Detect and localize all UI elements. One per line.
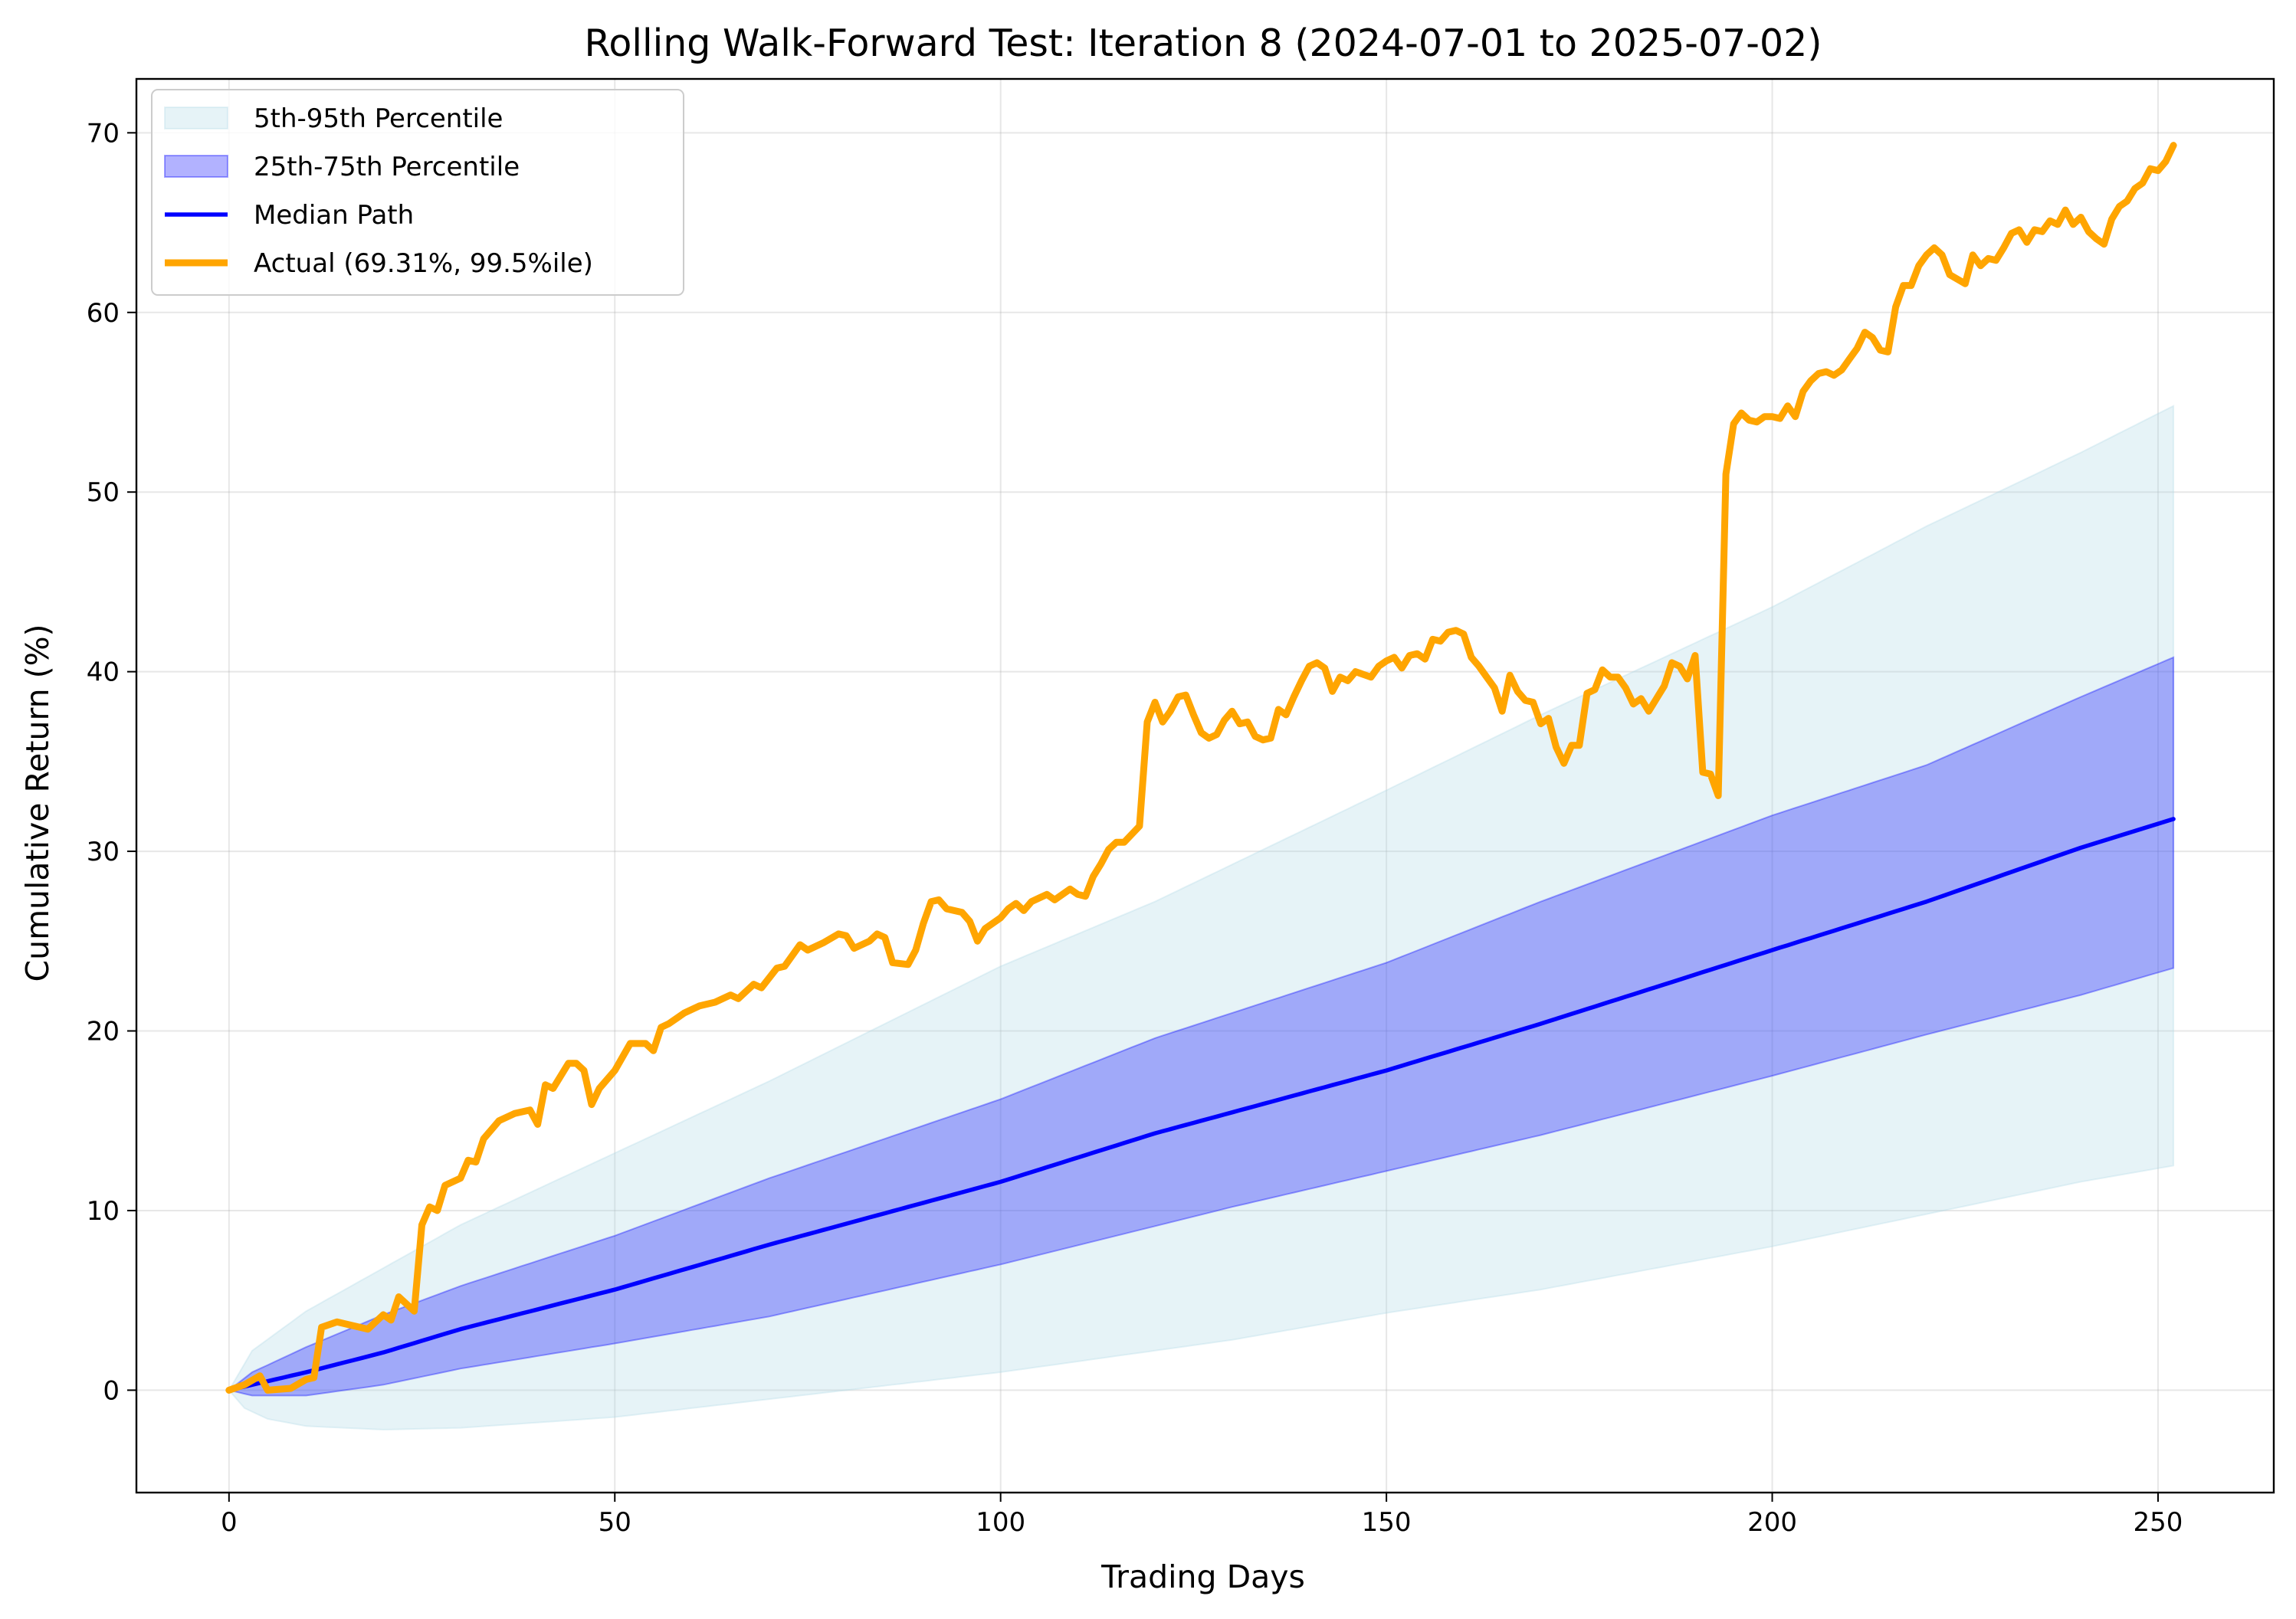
legend-label: 25th-75th Percentile (254, 152, 520, 182)
median-path-line (227, 817, 2176, 1393)
y-tick-label: 60 (87, 298, 120, 329)
grid-lines (136, 79, 2274, 1493)
y-tick-label: 40 (87, 657, 120, 688)
x-tick-label: 250 (2134, 1507, 2183, 1538)
y-tick-label: 0 (103, 1375, 120, 1406)
x-axis-title: Trading Days (1100, 1558, 1305, 1595)
legend-label: 5th-95th Percentile (254, 103, 503, 134)
y-tick-label: 20 (87, 1017, 120, 1047)
legend-box (151, 89, 684, 296)
y-axis-title: Cumulative Return (%) (19, 624, 56, 982)
band-5-95-percentile (228, 405, 2175, 1431)
legend-label: Median Path (254, 200, 414, 231)
chart-title: Rolling Walk-Forward Test: Iteration 8 (… (585, 21, 1822, 65)
x-tick-label: 50 (599, 1507, 631, 1538)
x-tick-label: 100 (976, 1507, 1025, 1538)
x-tick-label: 150 (1362, 1507, 1412, 1538)
y-tick-label: 10 (87, 1196, 120, 1227)
series-lines (225, 142, 2177, 1394)
legend-label: Actual (69.31%, 99.5%ile) (254, 248, 593, 279)
legend: 5th-95th Percentile 25th-75th Percentile M… (151, 89, 684, 296)
legend-swatch-5-95 (164, 107, 228, 129)
axis-ticks: 0 50 100 150 200 250 0 10 20 30 40 50 60 70 (87, 118, 2183, 1538)
actual-return-line (225, 142, 2177, 1394)
x-tick-label: 0 (221, 1507, 238, 1538)
plot-area-frame (135, 77, 2275, 1494)
y-tick-label: 70 (87, 118, 120, 149)
y-tick-label: 30 (87, 837, 120, 867)
x-tick-label: 200 (1747, 1507, 1797, 1538)
y-tick-label: 50 (87, 477, 120, 508)
legend-swatch-25-75 (164, 155, 228, 178)
band-25-75-percentile (227, 656, 2175, 1397)
percentile-bands (227, 405, 2175, 1431)
